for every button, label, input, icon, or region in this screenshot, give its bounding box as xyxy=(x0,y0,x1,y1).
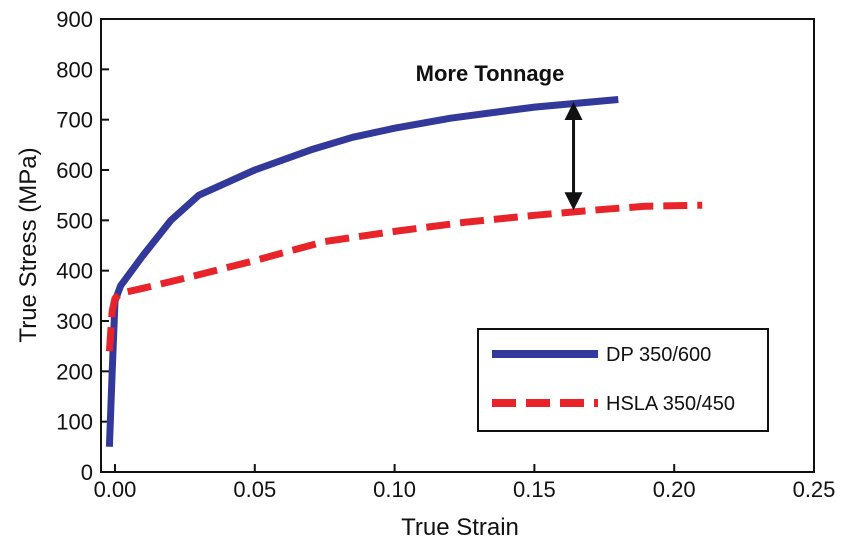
y-tick-label: 900 xyxy=(56,7,93,32)
x-tick-label: 0.20 xyxy=(653,477,696,502)
x-tick-label: 0.05 xyxy=(233,477,276,502)
y-tick-label: 0 xyxy=(81,460,93,485)
y-axis-title: True Stress (MPa) xyxy=(15,147,42,342)
more-tonnage-annotation: More Tonnage xyxy=(416,61,583,211)
y-tick-label: 500 xyxy=(56,208,93,233)
series-layer xyxy=(105,96,703,447)
series-line-hsla-350-450 xyxy=(105,201,703,352)
y-tick-label: 100 xyxy=(56,410,93,435)
y-axis-ticks: 0 100 200 300 400 500 600 700 800 900 xyxy=(56,7,109,485)
x-tick-label: 0.25 xyxy=(793,477,836,502)
tonnage-arrow-head-bottom xyxy=(564,192,583,211)
plot-frame xyxy=(100,18,815,473)
x-axis-title: True Strain xyxy=(401,514,519,541)
legend: DP 350/600 HSLA 350/450 xyxy=(477,328,769,432)
more-tonnage-label: More Tonnage xyxy=(416,61,565,86)
tonnage-arrow-head-top xyxy=(564,102,583,121)
legend-label-hsla: HSLA 350/450 xyxy=(606,393,735,415)
y-tick-label: 600 xyxy=(56,158,93,183)
x-tick-label: 0.00 xyxy=(94,477,137,502)
x-tick-label: 0.15 xyxy=(513,477,556,502)
y-tick-label: 400 xyxy=(56,259,93,284)
y-tick-label: 300 xyxy=(56,309,93,334)
y-tick-label: 700 xyxy=(56,108,93,133)
legend-box xyxy=(477,328,769,432)
y-tick-label: 800 xyxy=(56,57,93,82)
x-tick-label: 0.10 xyxy=(373,477,416,502)
y-tick-label: 200 xyxy=(56,359,93,384)
x-axis-ticks: 0.00 0.05 0.10 0.15 0.20 0.25 xyxy=(94,464,836,502)
legend-label-dp: DP 350/600 xyxy=(606,344,711,366)
